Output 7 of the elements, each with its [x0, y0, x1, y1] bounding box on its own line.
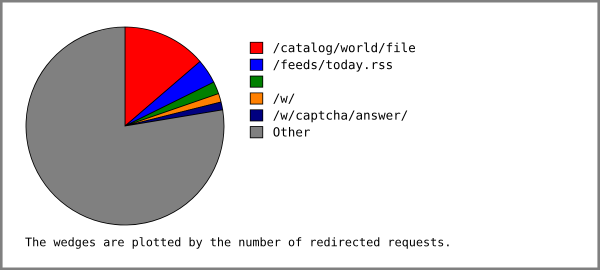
- legend-label: /catalog/world/file: [273, 42, 415, 55]
- legend-label: Other: [273, 126, 310, 137]
- pie-slice: [26, 26, 224, 226]
- legend-label: /w/captcha/answer/: [273, 110, 408, 122]
- text: The wedges are plotted by the number of redirected requests.: [25, 237, 449, 249]
- legend-label: /feeds/today.rss: [273, 60, 392, 72]
- legend-label: /w/: [273, 94, 294, 104]
